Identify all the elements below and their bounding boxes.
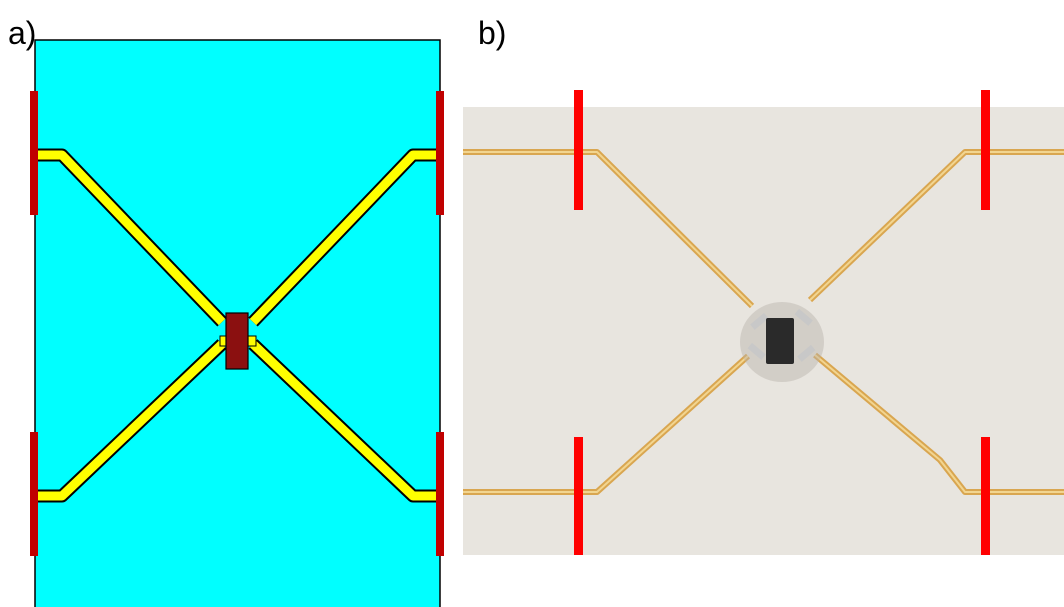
component [226, 313, 248, 369]
panel-label: a) [8, 15, 36, 51]
panel-b: b) [463, 15, 1064, 555]
panel-a: a) [8, 15, 444, 607]
port-marker [574, 90, 583, 210]
page: a) b) (() => { const d [0, 0, 1064, 607]
figure: a) b) [0, 0, 1064, 607]
port-marker [436, 91, 444, 215]
port-marker [574, 437, 583, 555]
port-marker [436, 432, 444, 556]
port-marker [30, 432, 38, 556]
component [766, 318, 794, 364]
port-marker [981, 437, 990, 555]
port-marker [30, 91, 38, 215]
port-marker [981, 90, 990, 210]
panel-label: b) [478, 15, 506, 51]
